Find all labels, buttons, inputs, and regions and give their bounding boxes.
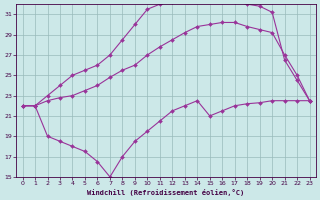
- X-axis label: Windchill (Refroidissement éolien,°C): Windchill (Refroidissement éolien,°C): [87, 189, 245, 196]
